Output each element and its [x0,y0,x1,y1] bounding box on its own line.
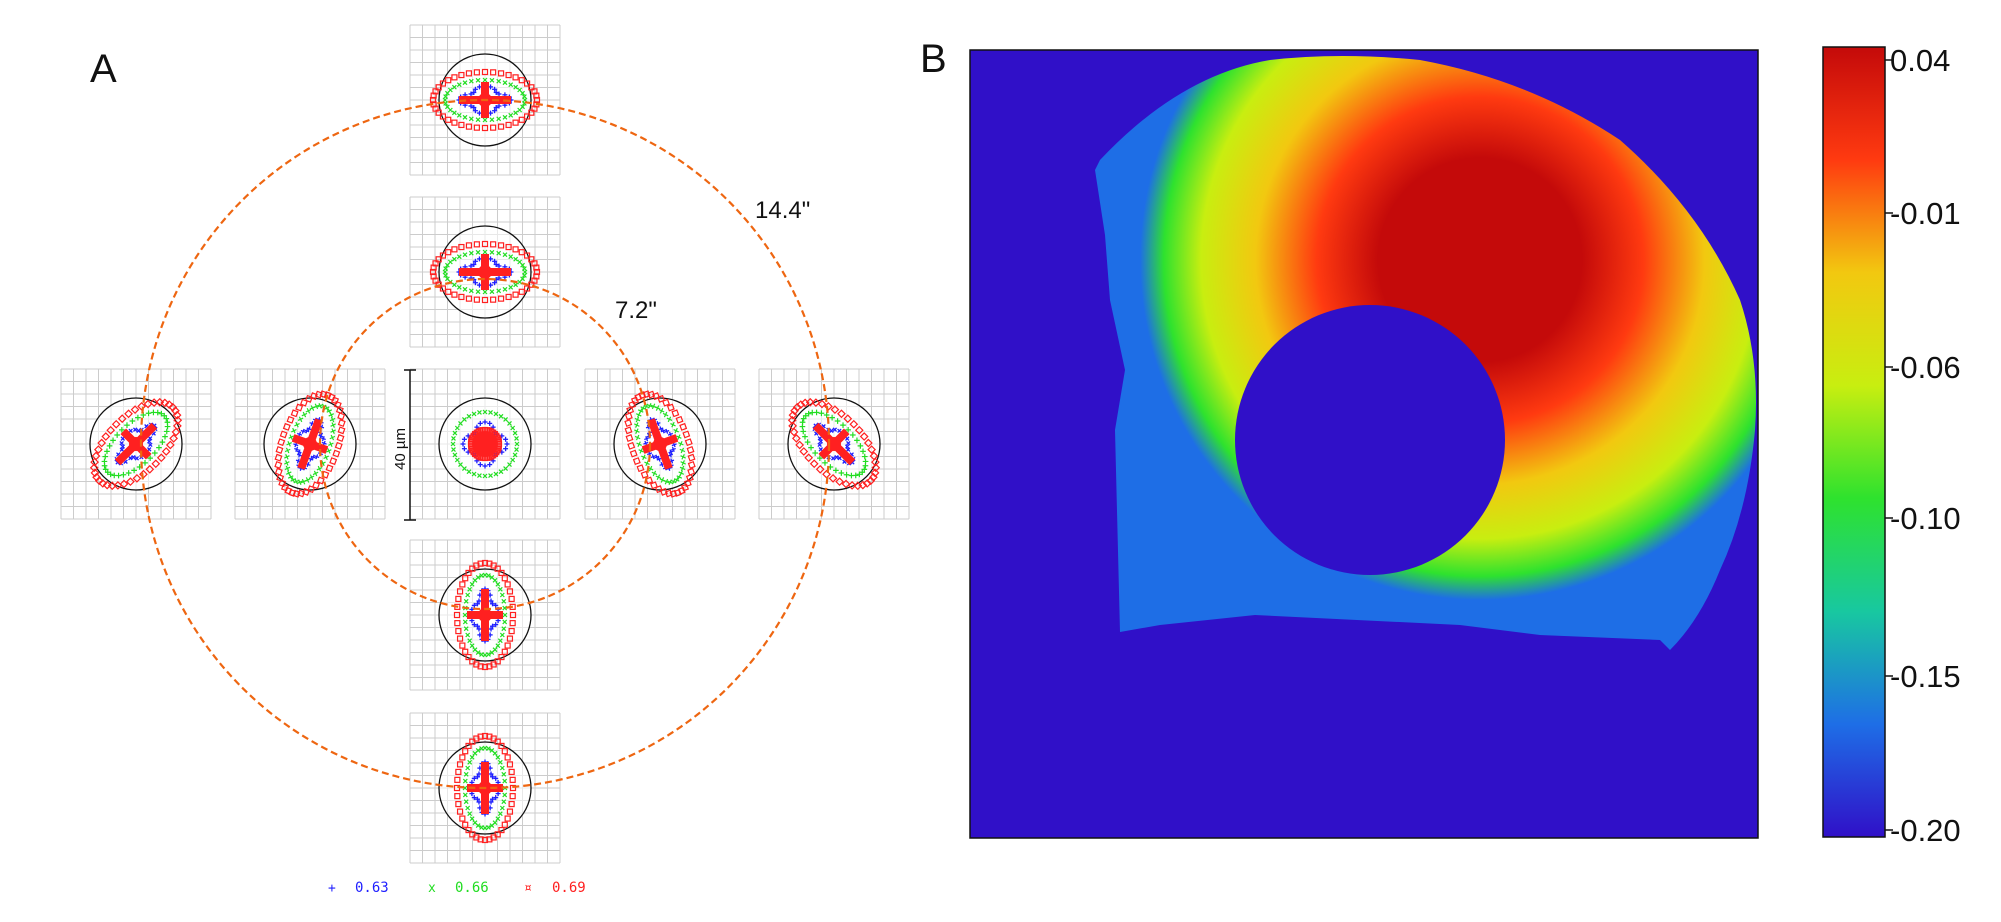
spot-points [453,559,517,671]
spot-diagram-right-outer [758,368,910,520]
legend-marker-square: ¤ [524,881,532,896]
heatmap-central-hole [1235,305,1505,575]
spot-points [89,397,183,491]
spot-grid [409,539,561,691]
spot-points [429,68,541,132]
spot-diagram-top-inner [409,196,561,348]
spot-diagram-left-inner [234,368,386,520]
legend-marker-x: x [428,881,436,896]
ring-outer-label: 14.4" [755,197,810,224]
legend-marker-plus: + [328,881,336,896]
colorbar-tick-label: 0.04 [1890,43,1950,78]
legend-value-0.66: 0.66 [455,880,489,896]
legend-value-0.69: 0.69 [552,880,586,896]
spot-points [624,390,696,498]
ring-14.4-arcsec [139,98,831,790]
panel-b: B 0.04 -0.01 -0.06 -0.10 -0.15 -0.20 [920,37,1961,848]
spot-diagram-bottom-inner [409,539,561,691]
spot-diagram-center [409,368,561,520]
spot-diagrams [60,24,910,864]
panel-a: A 7.2" 14.4" 40 µm + 0.63 x 0.66 ¤ 0.69 [60,24,910,896]
legend-value-0.63: 0.63 [355,880,389,896]
colorbar [1822,46,1886,838]
colorbar-tick-label: -0.10 [1890,501,1961,536]
colorbar-ticks: 0.04 -0.01 -0.06 -0.10 -0.15 -0.20 [1885,43,1961,848]
spot-points [450,409,520,479]
colorbar-tick-label: -0.01 [1890,196,1961,231]
colorbar-tick-label: -0.20 [1890,813,1961,848]
scale-bar: 40 µm [392,369,416,521]
spot-grid [758,368,910,520]
legend: + 0.63 x 0.66 ¤ 0.69 [328,880,586,896]
spot-diagram-right-inner [584,368,736,520]
spot-diagram-left-outer [60,368,212,520]
colorbar-tick-label: -0.06 [1890,350,1961,385]
colorbar-tick-label: -0.15 [1890,659,1961,694]
ring-inner-label: 7.2" [615,297,657,324]
ring-7.2-arcsec [318,277,652,611]
panel-b-label: B [920,37,947,81]
scale-bar-label: 40 µm [392,428,409,470]
panel-a-label: A [90,47,117,91]
